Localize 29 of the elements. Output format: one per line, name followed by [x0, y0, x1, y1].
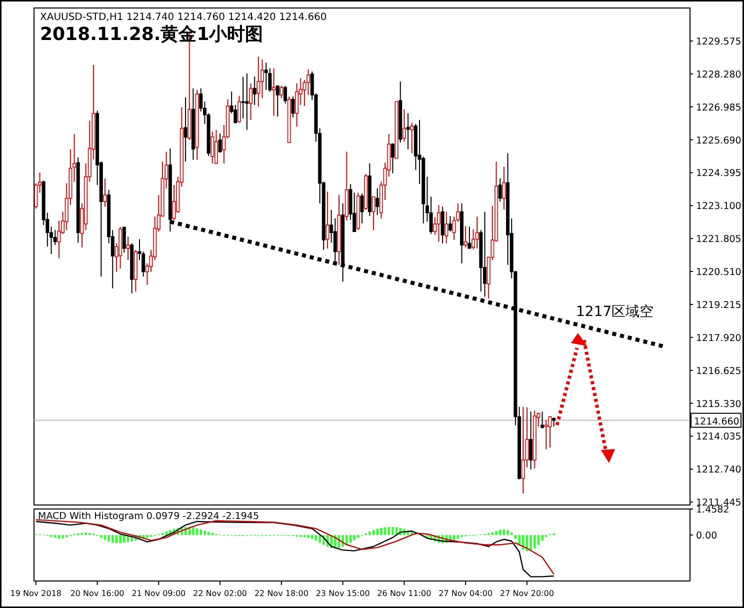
y-tick-label: 1226.985 — [696, 102, 742, 114]
y-tick-label: 1219.215 — [696, 300, 742, 311]
x-tick-label: 26 Nov 11:00 — [377, 589, 432, 598]
y-tick-label: 1228.280 — [696, 69, 742, 80]
y-tick-label: 1215.330 — [696, 398, 742, 410]
x-tick-label: 27 Nov 20:00 — [500, 589, 554, 598]
y-tick-label: 1216.625 — [696, 366, 742, 377]
x-tick-label: 23 Nov 15:00 — [316, 589, 370, 598]
ref-line-label: 1214.660 — [694, 416, 740, 428]
y-tick-label: 1220.510 — [696, 267, 742, 278]
text: 2018.11.28.黄金1小时图 — [40, 24, 264, 45]
annotation: 1217区域空 — [576, 304, 654, 320]
y-tick-label: 1229.575 — [696, 36, 742, 48]
x-tick-label: 21 Nov 09:00 — [132, 589, 186, 598]
y-tick-label: 1221.805 — [696, 234, 742, 246]
x-tick-label: 27 Nov 04:00 — [438, 589, 493, 598]
y-tick-label: 1212.740 — [696, 464, 742, 476]
x-tick-label: 19 Nov 2018 — [10, 589, 62, 598]
y-tick-label: 1217.920 — [696, 332, 742, 344]
y-tick-label: 1214.035 — [696, 432, 742, 443]
y-tick-label: 1224.395 — [696, 168, 742, 180]
y-tick-label: 1223.100 — [696, 201, 742, 212]
y-tick-label: 0.00 — [696, 530, 718, 542]
x-tick-label: 22 Nov 18:00 — [254, 589, 308, 598]
x-tick-label: 20 Nov 16:00 — [70, 589, 124, 598]
y-tick-label: 1225.690 — [696, 135, 742, 146]
chart-title: MACD With Histogram 0.0979 -2.2924 -2.1945 — [38, 511, 260, 522]
chart-subtitle: XAUUSD-STD,H1 1214.740 1214.760 1214.420 1214.660 — [40, 12, 327, 23]
x-tick-label: 22 Nov 02:00 — [193, 589, 248, 598]
